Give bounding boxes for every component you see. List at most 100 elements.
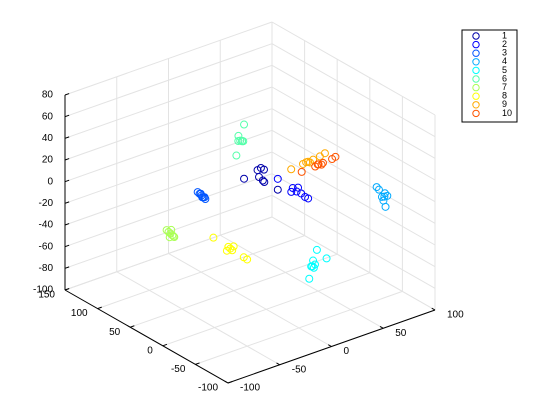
x-tick-label: 100 [447,310,464,321]
legend-marker [472,32,480,40]
point [287,187,296,196]
grid-line [271,194,436,289]
legend-marker [472,109,480,118]
y-tick-label: -100 [198,383,218,394]
point [294,183,303,192]
point [168,231,177,240]
point [318,158,327,167]
grid-line [64,21,273,96]
point [292,187,301,196]
z-tick [64,201,70,204]
z-tick-label: 40 [42,133,54,144]
point [311,162,320,171]
point [328,154,337,163]
point [372,183,381,192]
point [310,260,319,269]
point [273,174,282,183]
y-tick [130,325,135,328]
point [198,193,207,202]
grid-line [64,43,273,118]
z-tick [64,93,70,96]
point [287,165,296,174]
point [169,232,178,241]
legend-marker [472,49,480,57]
legend-label: 2 [502,39,507,49]
grid-line [97,235,305,310]
grid-line [271,216,436,311]
z-tick [64,266,70,269]
z-tick-label: -60 [39,241,54,252]
z-tick [64,136,70,139]
z-tick-label: 0 [47,176,53,187]
legend-marker [472,58,480,66]
point [240,174,249,183]
x-tick [224,380,229,384]
point [380,189,389,198]
legend-label: 5 [502,65,507,75]
z-tick [64,179,70,183]
point [258,176,267,185]
grid-line [271,151,436,246]
legend-label: 10 [502,108,512,118]
point [239,253,248,262]
y-tick [97,306,102,310]
z-tick-label: 80 [42,90,54,101]
point [297,167,306,176]
legend-marker [472,66,480,75]
point [170,233,179,242]
legend-label: 4 [502,56,507,66]
z-tick-label: -40 [39,220,54,231]
legend-marker [472,40,480,49]
point [308,262,317,271]
point [229,242,238,251]
z-tick-label: -100 [33,285,53,296]
y-tick [195,362,200,365]
grid-line [64,173,273,248]
x-tick-label: 50 [395,328,407,339]
legend-marker [472,83,480,92]
x-tick-label: 0 [344,346,350,357]
point [162,226,171,235]
legend-label: 1 [502,30,507,40]
grid-line [271,86,436,181]
point [315,152,324,161]
grid-line [271,21,436,116]
grid-line [64,64,273,139]
grid-line [162,272,370,347]
point [253,166,262,175]
legend-box [461,29,518,123]
z-tick [64,288,70,291]
point [260,178,269,187]
point [228,246,237,255]
x-tick [276,362,280,366]
y-tick-label: 0 [147,345,153,356]
legend-label: 7 [502,82,507,92]
z-tick-label: 20 [42,155,54,166]
y-tick-label: 100 [71,308,88,319]
point [299,159,308,168]
point [379,196,388,205]
point [383,191,392,200]
grid-line [116,271,280,366]
point [309,263,318,272]
legend-marker [472,101,480,109]
point [273,185,282,194]
z-tick-label: -20 [39,198,54,209]
grid-line [64,86,273,161]
point [259,165,268,174]
point [165,233,174,242]
point [304,157,313,166]
y-axis [64,289,229,384]
grid-line [220,234,384,329]
y-tick-label: 50 [109,327,121,338]
grid-line [130,253,338,328]
grid-line [195,290,403,365]
legend-marker [472,92,480,100]
x-tick [327,344,332,347]
legend-marker [472,75,480,83]
z-tick-label: -80 [39,263,54,274]
point [312,245,321,254]
grid-line [271,129,436,224]
x-tick-label: -50 [292,364,307,375]
point [374,185,383,194]
